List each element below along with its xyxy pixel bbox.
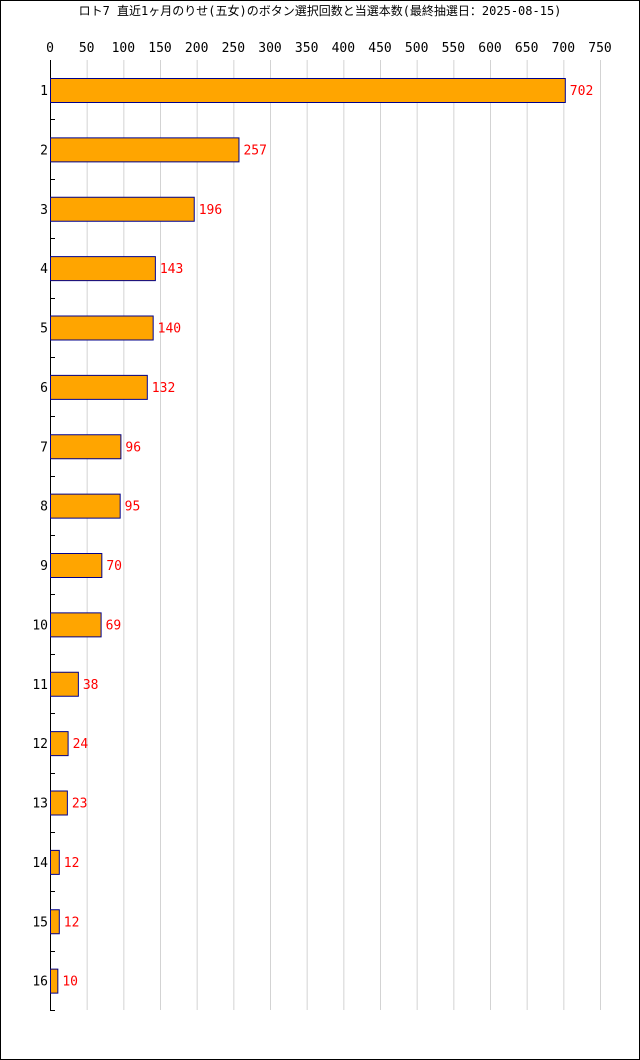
- bar-11: [50, 671, 79, 697]
- x-tick-label: 550: [442, 41, 465, 56]
- category-label: 12: [32, 737, 48, 752]
- category-label: 6: [40, 381, 48, 396]
- bar-7: [50, 434, 122, 460]
- category-label: 11: [32, 678, 48, 693]
- bar-10: [50, 612, 102, 638]
- data-label: 24: [73, 737, 89, 752]
- data-label: 70: [106, 559, 122, 574]
- bar-16: [50, 968, 59, 994]
- category-label: 8: [40, 500, 48, 515]
- category-label: 5: [40, 322, 48, 337]
- data-label: 196: [199, 203, 222, 218]
- bar-14: [50, 849, 60, 875]
- x-tick-label: 450: [368, 41, 391, 56]
- x-tick-label: 100: [112, 41, 135, 56]
- data-label: 132: [152, 381, 175, 396]
- x-tick-label: 0: [46, 41, 54, 56]
- data-label: 143: [160, 262, 183, 277]
- bar-9: [50, 553, 103, 578]
- x-tick-label: 600: [478, 41, 501, 56]
- bar-layer: [50, 78, 566, 994]
- x-tick-label: 50: [79, 41, 95, 56]
- bar-1: [50, 78, 566, 103]
- category-label: 7: [40, 440, 48, 455]
- x-tick-label: 200: [185, 41, 208, 56]
- category-label: 10: [32, 618, 48, 633]
- x-tick-label: 700: [552, 41, 575, 56]
- category-label: 1: [40, 84, 48, 99]
- category-label: 9: [40, 559, 48, 574]
- category-label: 4: [40, 262, 48, 277]
- data-label: 10: [62, 975, 78, 990]
- x-tick-label: 650: [515, 41, 538, 56]
- data-label: 140: [158, 322, 181, 337]
- bar-12: [50, 731, 69, 757]
- data-label: 38: [83, 678, 99, 693]
- data-label: 96: [125, 440, 141, 455]
- data-label: 12: [64, 856, 80, 871]
- bar-5: [50, 315, 154, 341]
- x-tick-label: 500: [405, 41, 428, 56]
- category-label: 13: [32, 797, 48, 812]
- bar-3: [50, 196, 195, 222]
- bar-6: [50, 374, 148, 400]
- label-layer: 0 50 100 150 200 250 300 350 400 450 500 550 600 650 7…: [32, 41, 611, 990]
- bar-8: [50, 493, 121, 519]
- x-tick-label: 400: [332, 41, 355, 56]
- data-label: 12: [64, 915, 80, 930]
- category-label: 15: [32, 915, 48, 930]
- x-tick-label: 250: [222, 41, 245, 56]
- x-tick-label: 300: [258, 41, 281, 56]
- category-label: 14: [32, 856, 48, 871]
- x-tick-label: 150: [148, 41, 171, 56]
- category-label: 3: [40, 203, 48, 218]
- bar-13: [50, 790, 68, 816]
- data-label: 23: [72, 797, 88, 812]
- category-label: 2: [40, 143, 48, 158]
- data-label: 257: [243, 143, 266, 158]
- x-tick-label: 750: [588, 41, 611, 56]
- chart-title: ロト7 直近1ヶ月のりせ(五女)のボタン選択回数と当選本数(最終抽選日：2025…: [78, 4, 562, 18]
- bar-15: [50, 909, 60, 935]
- data-label: 702: [570, 84, 593, 99]
- bar-4: [50, 256, 156, 282]
- data-label: 95: [125, 500, 141, 515]
- x-tick-label: 350: [295, 41, 318, 56]
- grid-layer: [86, 60, 601, 1010]
- data-label: 69: [106, 618, 122, 633]
- category-label: 16: [32, 975, 48, 990]
- bar-2: [50, 137, 240, 163]
